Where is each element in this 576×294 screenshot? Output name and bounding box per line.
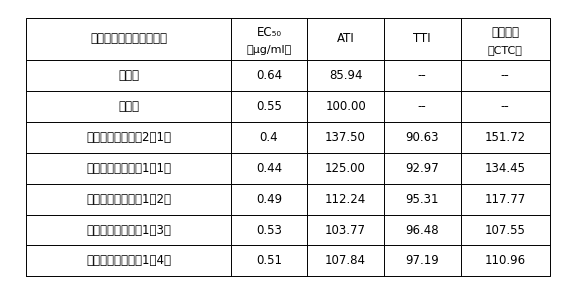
Text: 草铵膦：唑草酮（1：2）: 草铵膦：唑草酮（1：2） bbox=[86, 193, 171, 206]
Text: EC₅₀: EC₅₀ bbox=[256, 26, 282, 39]
Text: TTI: TTI bbox=[414, 32, 431, 46]
Text: 107.55: 107.55 bbox=[485, 223, 525, 237]
Text: 107.84: 107.84 bbox=[325, 254, 366, 268]
Text: 草铵膦：唑草酮（1：3）: 草铵膦：唑草酮（1：3） bbox=[86, 223, 171, 237]
Text: 0.49: 0.49 bbox=[256, 193, 282, 206]
Text: 100.00: 100.00 bbox=[325, 100, 366, 113]
Text: 唑草酮: 唑草酮 bbox=[118, 100, 139, 113]
Text: 0.53: 0.53 bbox=[256, 223, 282, 237]
Text: 共毒系数: 共毒系数 bbox=[491, 26, 519, 39]
Text: --: -- bbox=[418, 100, 427, 113]
Text: 0.64: 0.64 bbox=[256, 69, 282, 82]
Text: 草铵膦：唑草酮（1：1）: 草铵膦：唑草酮（1：1） bbox=[86, 162, 171, 175]
Text: 草铵膦：唑草酮（2：1）: 草铵膦：唑草酮（2：1） bbox=[86, 131, 171, 144]
Text: 112.24: 112.24 bbox=[325, 193, 366, 206]
Text: ATI: ATI bbox=[337, 32, 354, 46]
Text: 草铵膦：唑草酮（1：4）: 草铵膦：唑草酮（1：4） bbox=[86, 254, 171, 268]
Text: 117.77: 117.77 bbox=[484, 193, 526, 206]
Text: （CTC）: （CTC） bbox=[488, 45, 522, 55]
Text: 90.63: 90.63 bbox=[406, 131, 439, 144]
Text: 97.19: 97.19 bbox=[406, 254, 439, 268]
Text: 137.50: 137.50 bbox=[325, 131, 366, 144]
Text: 0.44: 0.44 bbox=[256, 162, 282, 175]
Text: 134.45: 134.45 bbox=[484, 162, 526, 175]
Text: --: -- bbox=[418, 69, 427, 82]
Text: 110.96: 110.96 bbox=[484, 254, 526, 268]
Text: --: -- bbox=[501, 100, 510, 113]
Text: 85.94: 85.94 bbox=[329, 69, 362, 82]
Text: 103.77: 103.77 bbox=[325, 223, 366, 237]
Text: 0.55: 0.55 bbox=[256, 100, 282, 113]
Text: 0.51: 0.51 bbox=[256, 254, 282, 268]
Text: --: -- bbox=[501, 69, 510, 82]
Text: 92.97: 92.97 bbox=[406, 162, 439, 175]
Text: 96.48: 96.48 bbox=[406, 223, 439, 237]
Text: 151.72: 151.72 bbox=[484, 131, 526, 144]
Text: 95.31: 95.31 bbox=[406, 193, 439, 206]
Text: 草铵膦: 草铵膦 bbox=[118, 69, 139, 82]
Text: 0.4: 0.4 bbox=[260, 131, 278, 144]
Text: （μg/ml）: （μg/ml） bbox=[247, 45, 291, 55]
Text: 有效成分配比（质量比）: 有效成分配比（质量比） bbox=[90, 32, 167, 46]
Text: 125.00: 125.00 bbox=[325, 162, 366, 175]
